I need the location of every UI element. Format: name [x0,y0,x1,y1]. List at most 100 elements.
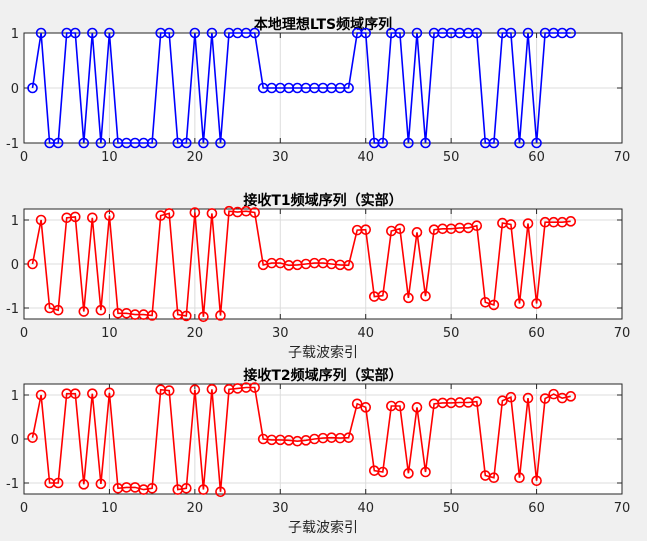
data-point [189,207,201,218]
data-point [351,398,363,410]
data-point [531,298,542,309]
data-point [394,223,406,235]
x-tick-label: 40 [357,326,374,341]
data-point [249,382,260,393]
data-point [522,27,534,39]
x-tick-label: 30 [272,326,289,341]
data-point [95,137,107,149]
data-point [215,137,226,149]
data-point [522,218,534,229]
x-tick-label: 10 [101,326,118,341]
data-point [411,227,423,238]
data-point [360,27,372,39]
y-tick-label: -1 [6,302,19,317]
data-point [514,137,525,149]
data-point [206,27,218,39]
x-tick-label: 20 [187,150,204,165]
data-point [565,27,577,39]
data-point [87,388,98,399]
x-tick-label: 0 [20,326,28,341]
data-point [181,482,192,494]
y-tick-label: 1 [11,389,19,404]
data-point [505,219,517,230]
data-point [27,432,38,443]
data-point [420,466,431,478]
x-tick-label: 70 [614,326,631,341]
data-point [514,472,525,484]
data-point [377,290,389,301]
data-point [78,306,90,317]
data-point [104,210,115,221]
data-point [27,258,38,270]
data-point [531,137,542,149]
x-tick-label: 60 [528,326,545,341]
x-tick-label: 40 [357,150,374,165]
x-tick-label: 70 [614,150,631,165]
data-point [104,387,115,399]
x-tick-label: 10 [101,501,118,516]
data-point [189,27,201,39]
data-point [181,310,192,322]
data-point [206,208,218,219]
data-point [403,468,414,479]
data-point [198,137,209,149]
data-point [198,484,209,495]
data-point [27,82,38,94]
x-tick-label: 50 [443,326,460,341]
data-point [95,478,107,490]
data-point [78,479,90,490]
chart-title: 接收T2频域序列（实部） [243,367,402,384]
data-point [87,27,98,39]
chart-title: 本地理想LTS频域序列 [254,16,392,33]
data-point [548,388,559,400]
x-tick-label: 40 [357,501,374,516]
data-point [249,27,260,39]
x-axis-label: 子载波索引 [288,519,358,536]
data-point [35,389,47,401]
y-tick-label: -1 [6,137,19,152]
data-point [377,466,389,478]
data-point [565,391,577,402]
data-point [531,475,542,487]
data-point [146,310,158,321]
x-axis-label: 子载波索引 [288,344,358,361]
y-tick-label: 0 [11,82,19,97]
data-point [343,82,354,94]
x-tick-label: 20 [187,501,204,516]
data-point [488,137,500,149]
data-point [198,311,209,323]
chart-title: 接收T1频域序列（实部） [243,192,402,209]
data-point [215,310,226,321]
data-point [360,402,372,413]
data-point [420,290,431,302]
data-point [146,137,158,149]
data-point [163,27,175,39]
data-point [565,216,577,227]
data-point [206,383,218,395]
data-point [249,207,260,218]
data-point [411,402,423,413]
data-point [104,27,115,39]
data-point [69,211,81,223]
data-point [403,292,414,304]
data-point [488,472,500,484]
x-tick-label: 10 [101,150,118,165]
data-point [35,214,47,226]
x-tick-label: 50 [443,150,460,165]
data-point [505,391,517,403]
data-point [181,137,192,149]
y-tick-label: 1 [11,214,19,229]
data-point [539,393,551,404]
data-point [420,137,431,149]
data-point [411,27,423,39]
data-point [52,304,64,316]
data-point [69,27,81,39]
data-point [35,27,47,39]
x-tick-label: 20 [187,326,204,341]
x-tick-label: 0 [20,501,28,516]
x-tick-label: 70 [614,501,631,516]
x-tick-label: 60 [528,501,545,516]
